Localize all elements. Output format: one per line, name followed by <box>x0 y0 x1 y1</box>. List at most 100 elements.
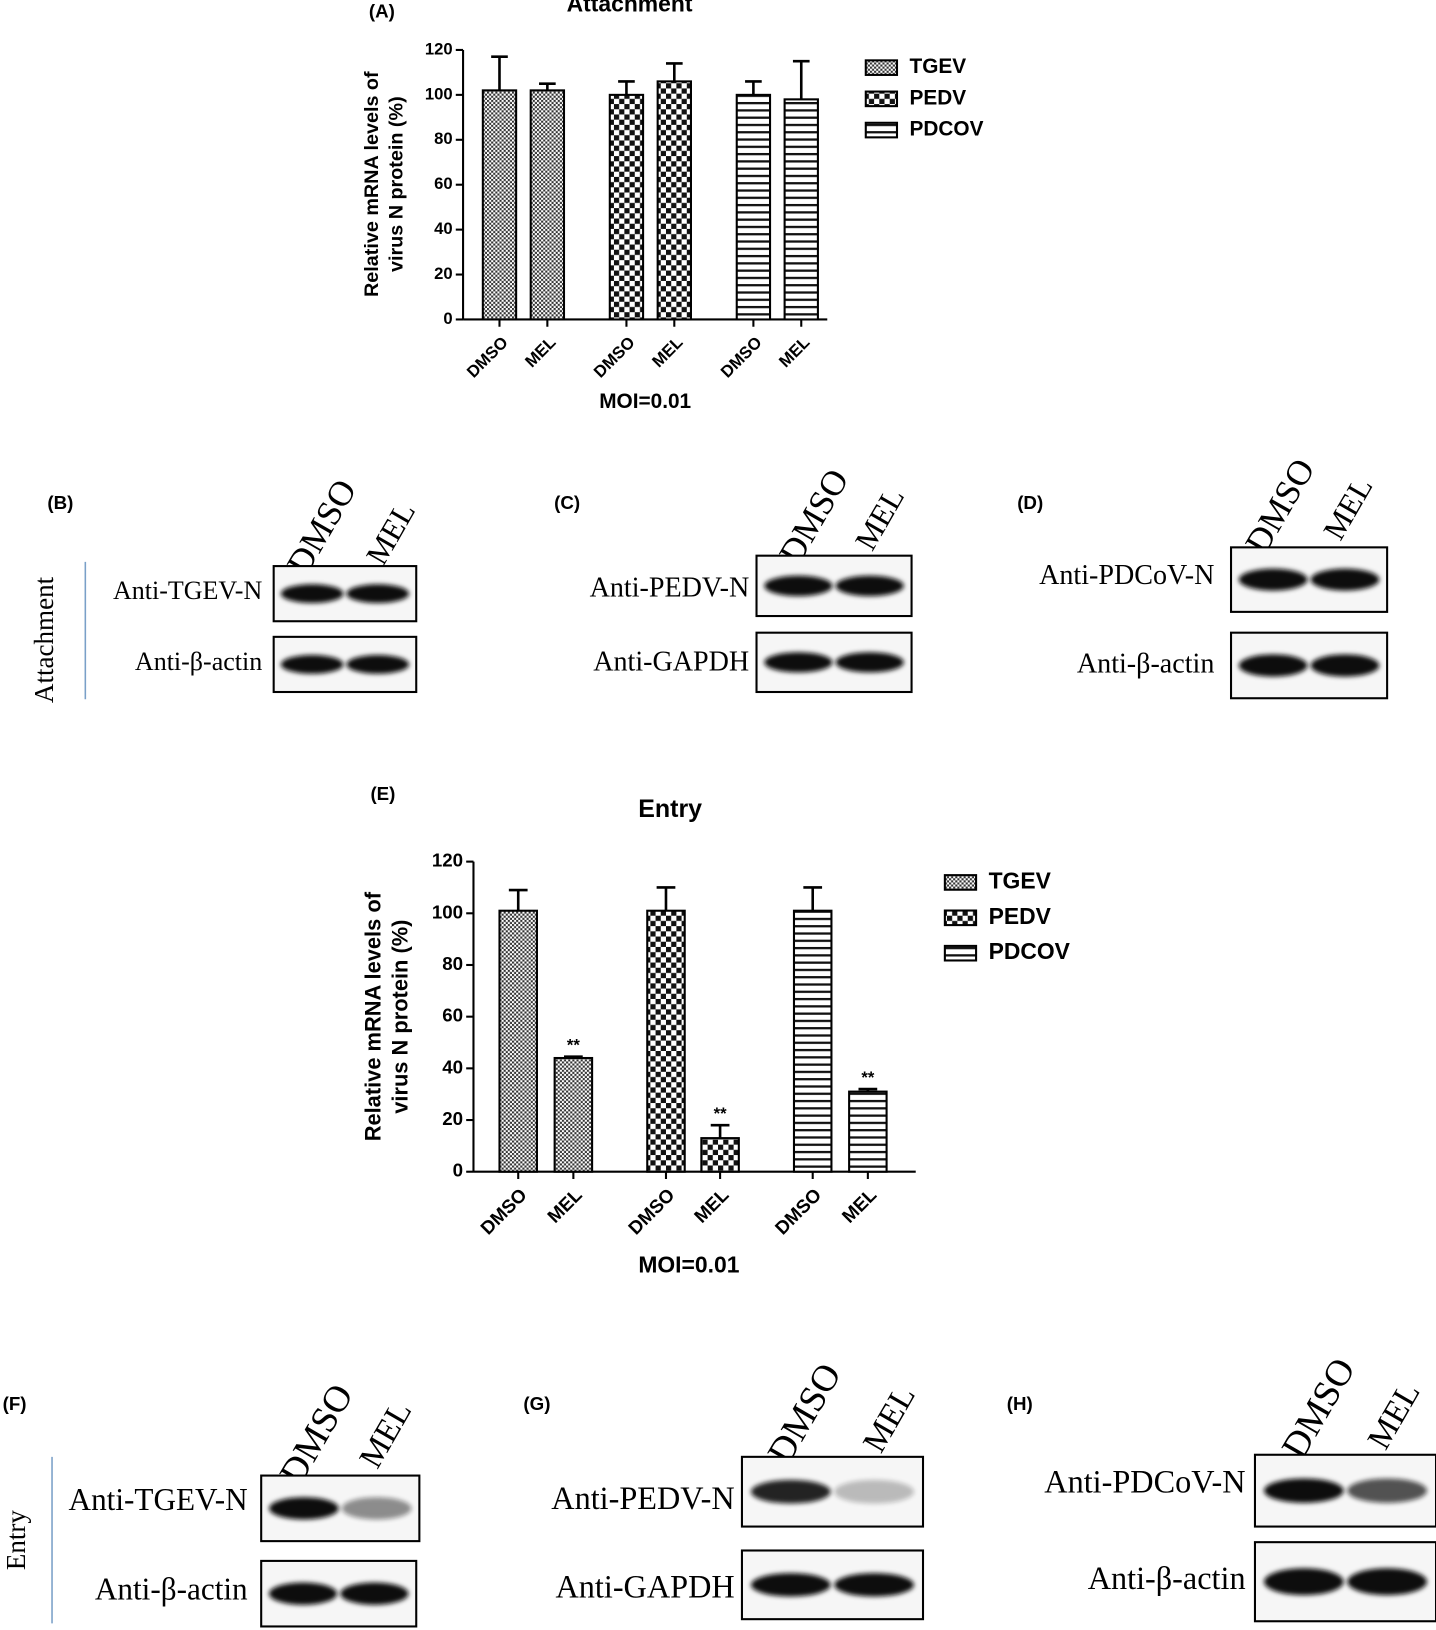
y-axis-label: virus N protein (%) <box>386 96 408 272</box>
blot-row-label: Anti-GAPDH <box>593 646 749 677</box>
panel-label: (F) <box>3 1393 27 1414</box>
lane-label: MEL <box>352 1395 419 1474</box>
panel-label: (D) <box>1017 492 1043 513</box>
legend-label: PEDV <box>909 86 966 109</box>
y-tick-label: 80 <box>442 953 463 974</box>
lane-label: DMSO <box>1274 1351 1364 1465</box>
side-label: Attachment <box>29 576 59 703</box>
blot-band <box>340 1582 409 1605</box>
lane-label: MEL <box>848 481 911 556</box>
blot-band <box>280 584 344 604</box>
blot-row-label: Anti-TGEV-N <box>69 1482 248 1517</box>
legend-swatch <box>943 944 978 962</box>
blot-band <box>268 1582 338 1605</box>
panel-label: (E) <box>370 783 395 804</box>
blot-band <box>751 1573 831 1597</box>
blot-band <box>1310 654 1380 677</box>
x-tick-label: DMSO <box>476 1184 531 1239</box>
bar <box>735 93 772 321</box>
blot-row-label: Anti-β-actin <box>95 1571 248 1606</box>
bar <box>700 1137 740 1173</box>
y-tick-label: 120 <box>425 39 453 58</box>
bar <box>848 1090 888 1173</box>
y-tick-label: 0 <box>443 309 452 328</box>
x-tick-label: MEL <box>521 333 559 371</box>
legend-label: TGEV <box>989 867 1052 893</box>
error-bar <box>803 886 823 911</box>
blot-band <box>1310 568 1380 591</box>
y-tick-label: 40 <box>434 219 453 238</box>
blot-row-label: Anti-PEDV-N <box>551 1480 734 1516</box>
blot-row-label: Anti-PDCoV-N <box>1039 560 1214 591</box>
blot-band <box>346 584 410 604</box>
lane-label: DMSO <box>760 1357 850 1471</box>
blot-band <box>834 1573 914 1597</box>
blot-band <box>269 1497 339 1520</box>
lane-label: MEL <box>856 1379 923 1458</box>
blot-row-label: Anti-β-actin <box>1077 648 1214 679</box>
bar <box>498 909 538 1173</box>
error-bar <box>710 1123 730 1139</box>
x-tick-label: DMSO <box>717 333 766 382</box>
panel-label: (C) <box>554 492 580 513</box>
y-axis-label: Relative mRNA levels of <box>360 891 385 1141</box>
x-tick-label: DMSO <box>624 1184 679 1239</box>
y-tick-label: 60 <box>434 174 453 193</box>
bar <box>608 93 645 321</box>
lane-label: DMSO <box>278 472 364 581</box>
y-tick-label: 120 <box>432 850 463 871</box>
bar <box>783 98 819 321</box>
lane-label: DMSO <box>771 462 857 571</box>
y-tick-label: 20 <box>442 1108 463 1129</box>
panel-label: (G) <box>523 1393 550 1414</box>
significance-label: ** <box>714 1104 727 1123</box>
blot-row-label: Anti-PEDV-N <box>590 572 750 603</box>
blot-band <box>835 575 904 597</box>
blot-band <box>1347 1478 1427 1503</box>
error-bar <box>656 886 676 911</box>
panel-label: (A) <box>369 1 395 22</box>
significance-label: ** <box>567 1035 580 1054</box>
x-tick-label: DMSO <box>771 1184 826 1239</box>
panel-label: (H) <box>1007 1393 1033 1414</box>
blot-row-label: Anti-β-actin <box>1088 1560 1246 1596</box>
x-tick-label: MEL <box>690 1184 733 1227</box>
blot-band <box>764 575 833 597</box>
blot-band <box>1347 1568 1427 1596</box>
lane-label: MEL <box>359 496 422 571</box>
y-tick-label: 100 <box>425 84 453 103</box>
legend-label: PDCOV <box>989 938 1071 964</box>
legend-swatch <box>943 909 978 927</box>
chart-title: Attachment <box>567 0 693 16</box>
side-label: Entry <box>1 1510 31 1571</box>
lane-label: DMSO <box>1237 452 1323 561</box>
error-bar <box>508 888 528 911</box>
bar <box>646 909 686 1173</box>
blot-band <box>1238 568 1308 591</box>
legend-label: PEDV <box>989 903 1052 929</box>
error-bar <box>745 80 762 95</box>
legend-swatch <box>864 121 899 139</box>
blot-band <box>751 1479 831 1504</box>
blot-band <box>341 1497 412 1520</box>
blot-row-label: Anti-GAPDH <box>555 1568 734 1604</box>
legend-swatch <box>864 90 899 108</box>
y-axis-label: Relative mRNA levels of <box>361 71 383 297</box>
x-tick-label: MEL <box>648 333 686 371</box>
chart-title: Entry <box>638 795 702 823</box>
y-tick-label: 20 <box>434 264 453 283</box>
panel-label: (B) <box>47 492 73 513</box>
error-bar <box>618 80 635 95</box>
y-tick-label: 80 <box>434 129 453 148</box>
error-bar <box>858 1087 878 1092</box>
blot-band <box>1238 654 1308 677</box>
x-tick-label: DMSO <box>590 333 639 382</box>
error-bar <box>491 55 508 91</box>
x-tick-label: MEL <box>543 1184 586 1227</box>
lane-label: MEL <box>1316 471 1379 546</box>
blot-band <box>1264 1568 1344 1596</box>
lane-label: MEL <box>1360 1376 1427 1455</box>
